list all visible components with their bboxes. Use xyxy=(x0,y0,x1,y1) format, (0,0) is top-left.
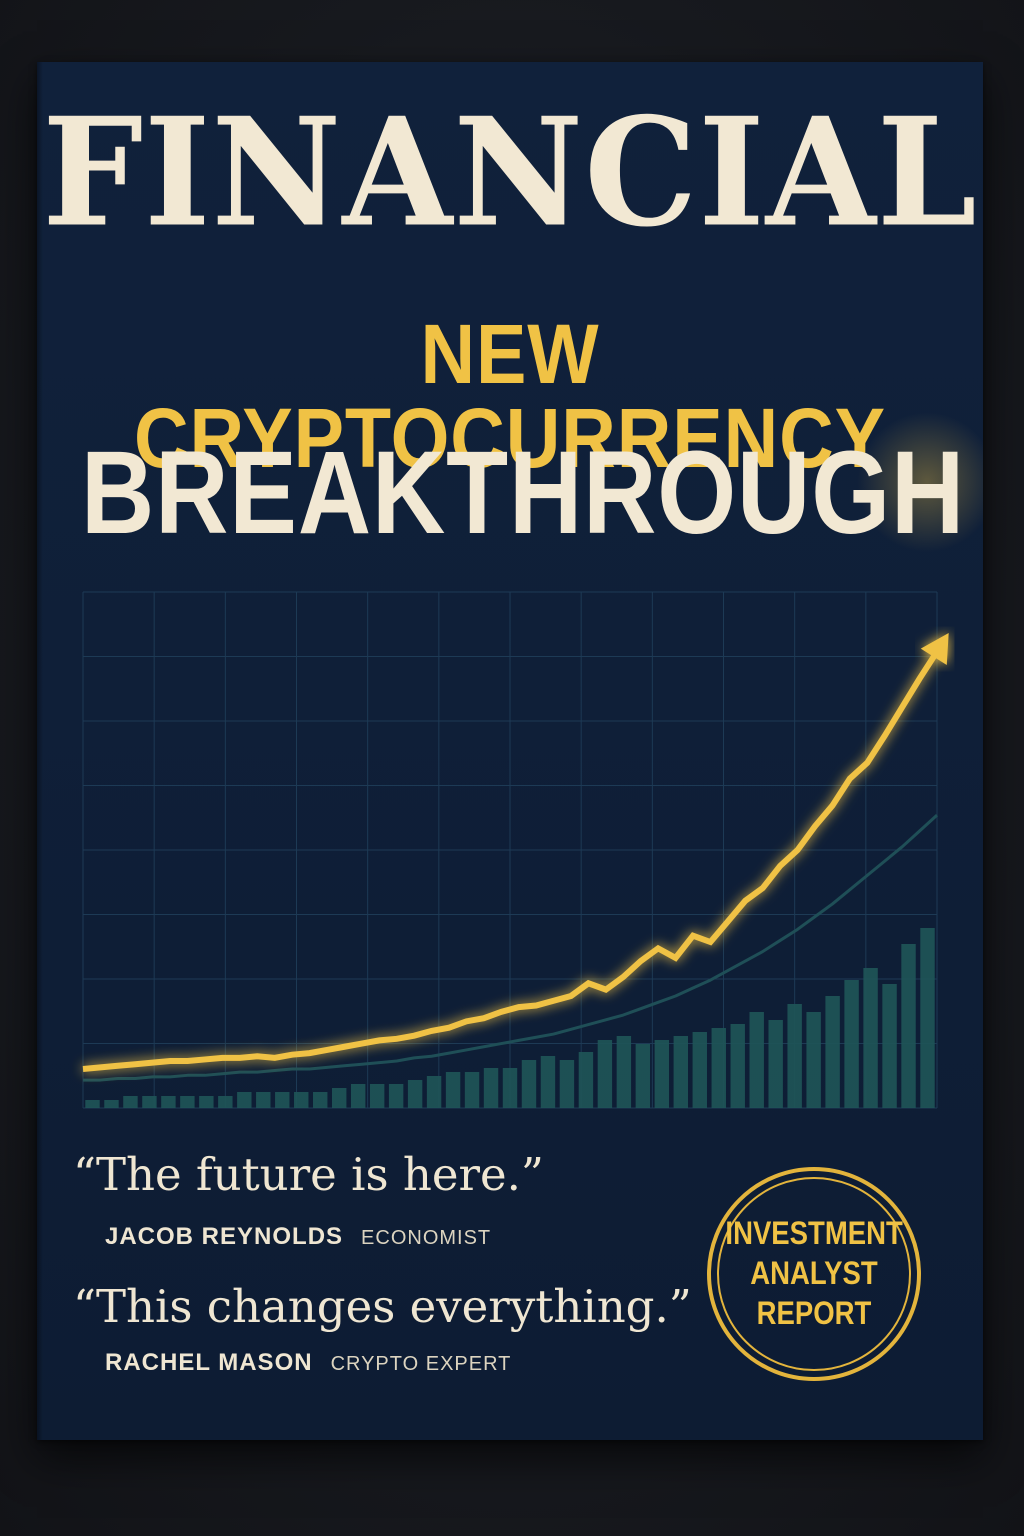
quote-1-name: JACOB REYNOLDS xyxy=(105,1223,344,1250)
volume-bar xyxy=(331,1088,347,1108)
volume-bar xyxy=(711,1028,726,1108)
volume-bar xyxy=(313,1092,328,1108)
volume-bar xyxy=(901,944,916,1108)
volume-bar xyxy=(863,968,878,1108)
volume-bar xyxy=(388,1084,404,1108)
volume-bar xyxy=(369,1084,385,1108)
volume-bar xyxy=(787,1004,802,1108)
seal-line-2: ANALYST xyxy=(750,1255,878,1291)
volume-bar xyxy=(730,1024,745,1108)
primary-trend-line xyxy=(82,633,949,1072)
volume-bar xyxy=(825,996,840,1108)
volume-bar xyxy=(768,1020,783,1108)
seal-line-1: INVESTMENT xyxy=(725,1215,903,1251)
volume-bar xyxy=(85,1100,100,1108)
volume-bar xyxy=(616,1036,632,1108)
quote-2-role: CRYPTO EXPERT xyxy=(330,1353,512,1375)
volume-bar xyxy=(806,1012,821,1108)
headline-line-1: NEW CRYPTOCURRENCY xyxy=(134,307,886,485)
volume-bar xyxy=(502,1068,518,1108)
volume-bar xyxy=(578,1052,594,1108)
primary-series-line xyxy=(82,650,940,1072)
volume-bars xyxy=(85,928,935,1108)
volume-bar xyxy=(104,1100,119,1108)
quote-2-name: RACHEL MASON xyxy=(105,1349,313,1376)
volume-bar xyxy=(882,984,897,1108)
volume-bar xyxy=(445,1072,461,1108)
volume-bar xyxy=(237,1092,252,1108)
volume-bar xyxy=(256,1092,271,1108)
quote-1-text: “The future is here.” xyxy=(73,1148,544,1201)
volume-bar xyxy=(673,1036,689,1108)
volume-bar xyxy=(275,1092,290,1108)
volume-bar xyxy=(218,1096,233,1108)
volume-bar xyxy=(294,1092,309,1108)
volume-bar xyxy=(540,1056,556,1108)
growth-chart xyxy=(82,412,983,1109)
volume-bar xyxy=(123,1096,138,1108)
quote-2-attribution: RACHEL MASON CRYPTO EXPERT xyxy=(105,1351,511,1375)
volume-bar xyxy=(483,1068,499,1108)
seal-line-3: REPORT xyxy=(756,1295,872,1331)
volume-bar xyxy=(692,1032,707,1108)
volume-bar xyxy=(749,1012,764,1108)
secondary-series-line xyxy=(83,813,939,1082)
volume-bar xyxy=(559,1060,575,1108)
volume-bar xyxy=(464,1072,480,1108)
quote-1-role: ECONOMIST xyxy=(361,1227,492,1249)
volume-bar xyxy=(426,1076,442,1108)
volume-bar xyxy=(199,1096,214,1108)
quote-1-attribution: JACOB REYNOLDS ECONOMIST xyxy=(105,1225,491,1249)
volume-bar xyxy=(920,928,935,1108)
volume-bar xyxy=(844,980,859,1108)
volume-bar xyxy=(161,1096,176,1108)
masthead-title: FINANCIAL xyxy=(42,85,978,261)
report-seal: INVESTMENT ANALYST REPORT xyxy=(707,1167,921,1381)
secondary-trend-line xyxy=(83,813,939,1082)
volume-bar xyxy=(350,1084,366,1108)
volume-bar xyxy=(142,1096,157,1108)
volume-bar xyxy=(635,1044,651,1108)
quote-2-text: “This changes everything.” xyxy=(73,1280,692,1333)
headline-line-2: BREAKTHROUGH xyxy=(81,427,966,559)
volume-bar xyxy=(407,1080,423,1108)
volume-bar xyxy=(597,1040,613,1108)
magazine-cover: FINANCIAL NEW CRYPTOCURRENCY BREAKTHROUG… xyxy=(37,62,983,1440)
volume-bar xyxy=(521,1060,537,1108)
volume-bar xyxy=(654,1040,670,1108)
arrow-glow xyxy=(857,412,983,552)
trend-arrowhead xyxy=(920,633,949,665)
volume-bar xyxy=(180,1096,195,1108)
